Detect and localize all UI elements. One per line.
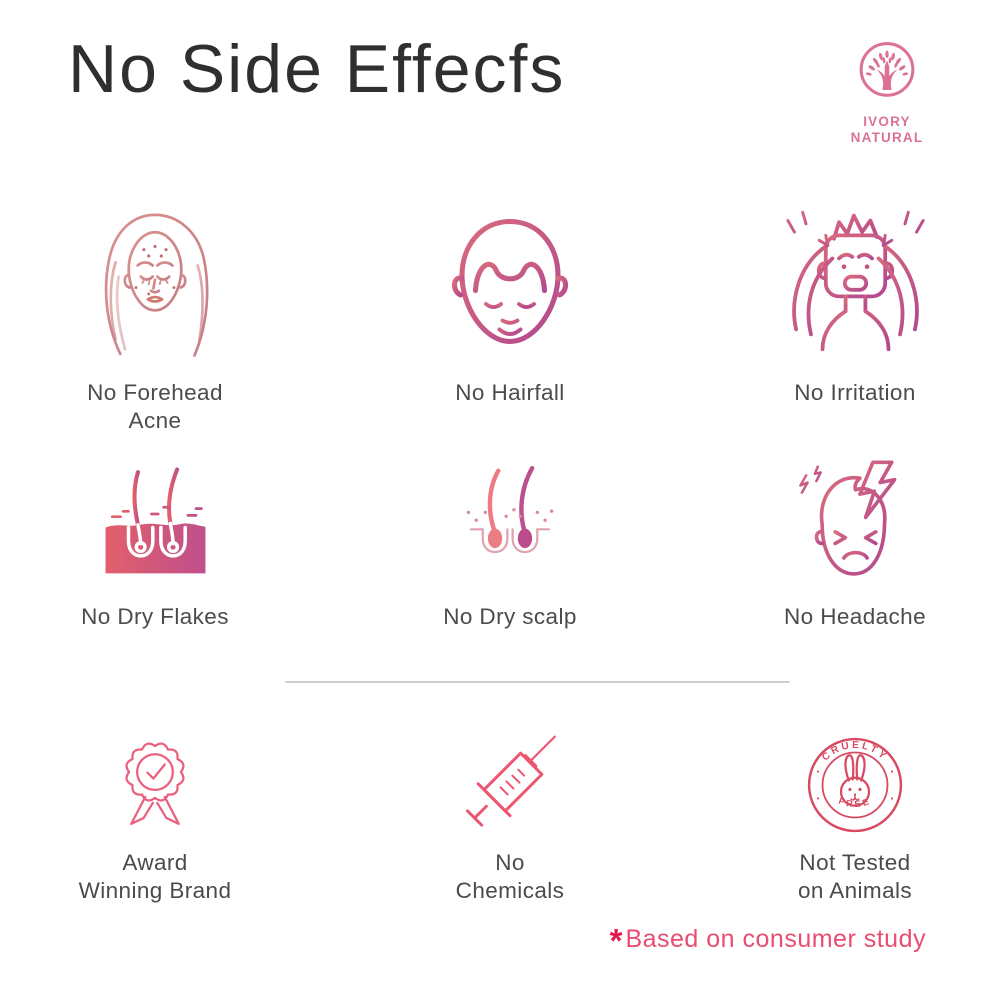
- section-divider: [285, 681, 790, 684]
- benefit-label: No Irritation: [794, 380, 916, 406]
- dry-scalp-icon: [466, 465, 554, 553]
- badge-label: Not Tested on Animals: [797, 850, 913, 904]
- tree-logo-icon: [859, 42, 915, 97]
- benefit-dry-scalp: No Dry scalp: [290, 460, 730, 633]
- header: No Side Effecfs: [0, 0, 1000, 145]
- benefit-label: No Hairfall: [455, 380, 565, 406]
- brand-name-line2: NATURAL: [850, 129, 924, 145]
- stamp-text-bottom: FREE: [837, 796, 870, 810]
- benefit-dry-flakes: No Dry Flakes: [20, 460, 290, 633]
- award-ribbon-icon: [125, 742, 185, 826]
- brand-name: IVORY NATURAL: [822, 114, 952, 145]
- svg-text:FREE: FREE: [837, 796, 872, 810]
- footnote-text: Based on consumer study: [625, 925, 926, 953]
- badge-label: Award Winning Brand: [78, 850, 232, 904]
- syringe-icon: [466, 735, 556, 827]
- hairfall-icon: [451, 218, 569, 345]
- irritation-icon: [785, 210, 925, 351]
- brand-logo: IVORY NATURAL: [822, 36, 952, 145]
- asterisk-icon: *: [609, 922, 623, 959]
- badge-no-chemicals: No Chemicals: [290, 729, 730, 905]
- forehead-acne-icon: [104, 213, 209, 357]
- benefit-label: No Dry Flakes: [81, 604, 229, 630]
- badge-award: Award Winning Brand: [20, 729, 290, 905]
- benefits-row-2: No Dry Flakes: [20, 460, 1000, 633]
- cruelty-free-icon: CRUELTY FREE: [807, 738, 903, 833]
- badge-cruelty-free: CRUELTY FREE: [730, 729, 980, 905]
- badges-row: Award Winning Brand No Chemicals: [20, 729, 1000, 905]
- footnote: * Based on consumer study: [610, 922, 926, 960]
- dry-flakes-icon: [105, 467, 205, 574]
- benefit-label: No Headache: [784, 604, 926, 630]
- brand-name-line1: IVORY: [863, 114, 911, 129]
- page-title: No Side Effecfs: [68, 31, 566, 107]
- headache-icon: [798, 460, 896, 576]
- benefit-hairfall: No Hairfall: [290, 201, 730, 435]
- benefit-forehead-acne: No Forehead Acne: [20, 201, 290, 435]
- benefit-headache: No Headache: [730, 460, 980, 633]
- benefit-label: No Forehead Acne: [87, 380, 223, 434]
- benefit-label: No Dry scalp: [443, 604, 577, 630]
- badge-label: No Chemicals: [455, 850, 565, 904]
- benefit-irritation: No Irritation: [730, 201, 980, 435]
- benefits-row-1: No Forehead Acne No Hairfall: [20, 201, 1000, 435]
